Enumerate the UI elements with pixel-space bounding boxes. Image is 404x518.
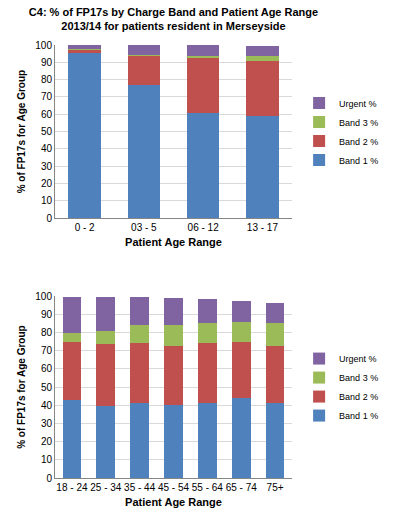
svg-text:10: 10 (41, 454, 53, 465)
svg-text:0: 0 (46, 473, 52, 484)
svg-text:40: 40 (41, 143, 53, 154)
svg-text:30: 30 (41, 161, 53, 172)
svg-text:40: 40 (41, 400, 53, 411)
svg-text:80: 80 (41, 74, 53, 85)
svg-text:70: 70 (41, 91, 53, 102)
svg-text:75+: 75+ (267, 482, 284, 493)
svg-text:100: 100 (35, 291, 52, 302)
svg-text:20: 20 (41, 178, 53, 189)
svg-text:55 - 64: 55 - 64 (192, 482, 224, 493)
svg-text:45 - 54: 45 - 54 (158, 482, 190, 493)
svg-text:80: 80 (41, 327, 53, 338)
svg-text:65 - 74: 65 - 74 (226, 482, 258, 493)
svg-text:Patient Age Range: Patient Age Range (125, 236, 222, 248)
svg-text:C4: % of FP17s by Charge Band: C4: % of FP17s by Charge Band and Patien… (29, 6, 318, 32)
svg-text:50: 50 (41, 126, 53, 137)
svg-text:18 - 24: 18 - 24 (56, 482, 88, 493)
svg-text:10: 10 (41, 195, 53, 206)
svg-text:100: 100 (35, 40, 52, 51)
svg-text:% of FP17s for Age Group: % of FP17s for Age Group (16, 70, 27, 194)
svg-text:Band 2 %: Band 2 % (339, 137, 378, 147)
svg-text:Patient Age Range: Patient Age Range (125, 496, 222, 508)
svg-text:50: 50 (41, 382, 53, 393)
svg-text:35 - 44: 35 - 44 (124, 482, 156, 493)
svg-text:Band 3 %: Band 3 % (339, 373, 378, 383)
svg-text:70: 70 (41, 345, 53, 356)
svg-text:% of FP17s for Age Group: % of FP17s for Age Group (16, 325, 27, 449)
svg-text:30: 30 (41, 418, 53, 429)
svg-text:0: 0 (46, 213, 52, 224)
svg-text:06 - 12: 06 - 12 (188, 222, 220, 233)
svg-text:Urgent %: Urgent % (339, 99, 377, 109)
svg-text:25 - 34: 25 - 34 (90, 482, 122, 493)
svg-text:13 - 17: 13 - 17 (247, 222, 279, 233)
svg-text:Band 2 %: Band 2 % (339, 392, 378, 402)
svg-text:90: 90 (41, 57, 53, 68)
svg-text:03 - 5: 03 - 5 (131, 222, 157, 233)
svg-text:Urgent %: Urgent % (339, 354, 377, 364)
svg-text:60: 60 (41, 109, 53, 120)
svg-text:Band 1 %: Band 1 % (339, 156, 378, 166)
svg-text:20: 20 (41, 436, 53, 447)
svg-text:Band 1 %: Band 1 % (339, 411, 378, 421)
svg-text:Band 3 %: Band 3 % (339, 118, 378, 128)
svg-text:60: 60 (41, 363, 53, 374)
svg-text:0 - 2: 0 - 2 (75, 222, 95, 233)
svg-text:90: 90 (41, 309, 53, 320)
